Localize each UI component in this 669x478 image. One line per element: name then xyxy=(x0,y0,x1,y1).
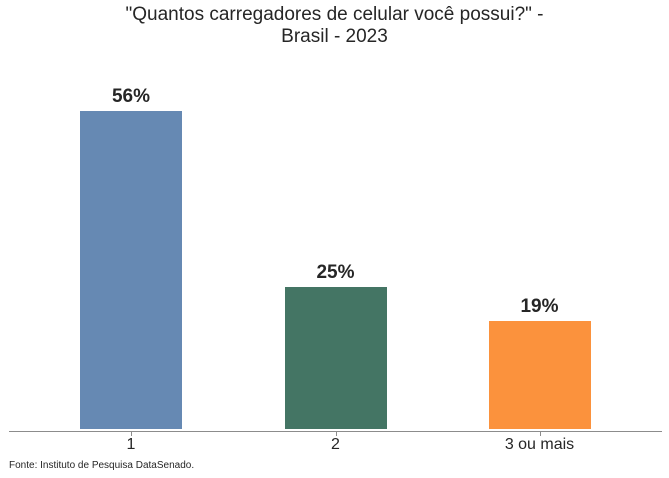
bar-3-ou-mais xyxy=(488,321,591,429)
x-tick-label: 3 ou mais xyxy=(504,436,575,453)
x-tick-label: 1 xyxy=(126,436,136,453)
chart-title-line-1: "Quantos carregadores de celular você po… xyxy=(125,4,544,25)
chart-title-line-2: Brasil - 2023 xyxy=(281,26,388,47)
bar-value-label: 19% xyxy=(520,296,559,318)
bar-value-label: 25% xyxy=(316,262,355,284)
x-tick-label: 2 xyxy=(331,436,340,453)
x-tick xyxy=(131,432,132,436)
x-axis-line xyxy=(9,431,662,432)
x-tick xyxy=(540,432,541,436)
chart-title: "Quantos carregadores de celular você po… xyxy=(0,4,669,48)
bar-1 xyxy=(80,111,182,429)
bar-value-label: 56% xyxy=(111,86,151,107)
bar-2 xyxy=(284,287,387,429)
x-tick xyxy=(336,432,337,436)
source-note: Fonte: Instituto de Pesquisa DataSenado. xyxy=(9,460,195,471)
